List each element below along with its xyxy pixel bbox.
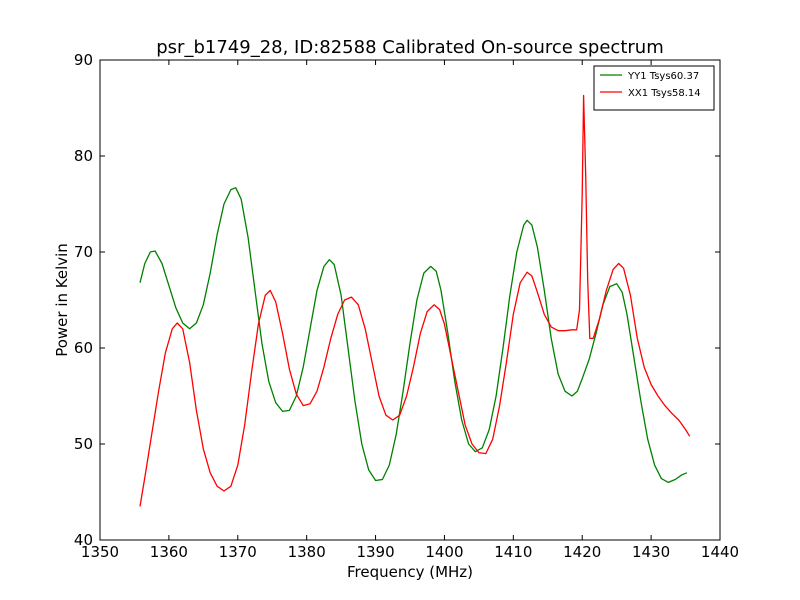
series-line-1	[139, 94, 691, 507]
x-tick-label: 1360	[150, 543, 188, 561]
x-tick-label: 1370	[219, 543, 257, 561]
y-axis-label: Power in Kelvin	[53, 243, 71, 357]
y-tick-label: 50	[74, 435, 93, 453]
y-tick-label: 60	[74, 339, 93, 357]
x-tick-label: 1430	[632, 543, 670, 561]
plot-frame	[99, 59, 721, 541]
ticks-layer: 1350 1360 1370 1380 1390 1400 1410 1420 1430 1440…	[74, 51, 739, 561]
x-tick-label: 1390	[356, 543, 394, 561]
series-layer	[139, 94, 691, 507]
chart-title: psr_b1749_28, ID:82588 Calibrated On-sou…	[156, 37, 663, 58]
y-tick-label: 80	[74, 147, 93, 165]
series-line-0	[139, 187, 688, 484]
legend-label-0: YY1 Tsys60.37	[627, 71, 699, 82]
x-tick-label: 1380	[288, 543, 326, 561]
legend-label-1: XX1 Tsys58.14	[628, 88, 701, 99]
x-tick-label: 1440	[701, 543, 739, 561]
legend-frame	[593, 65, 715, 111]
legend: YY1 Tsys60.37 XX1 Tsys58.14	[593, 65, 715, 111]
x-tick-label: 1420	[563, 543, 601, 561]
x-tick-label: 1350	[81, 543, 119, 561]
y-tick-label: 40	[74, 531, 93, 549]
x-axis-label: Frequency (MHz)	[347, 563, 473, 581]
x-tick-label: 1400	[425, 543, 463, 561]
x-tick-label: 1410	[494, 543, 532, 561]
y-tick-label: 70	[74, 243, 93, 261]
y-tick-label: 90	[74, 51, 93, 69]
